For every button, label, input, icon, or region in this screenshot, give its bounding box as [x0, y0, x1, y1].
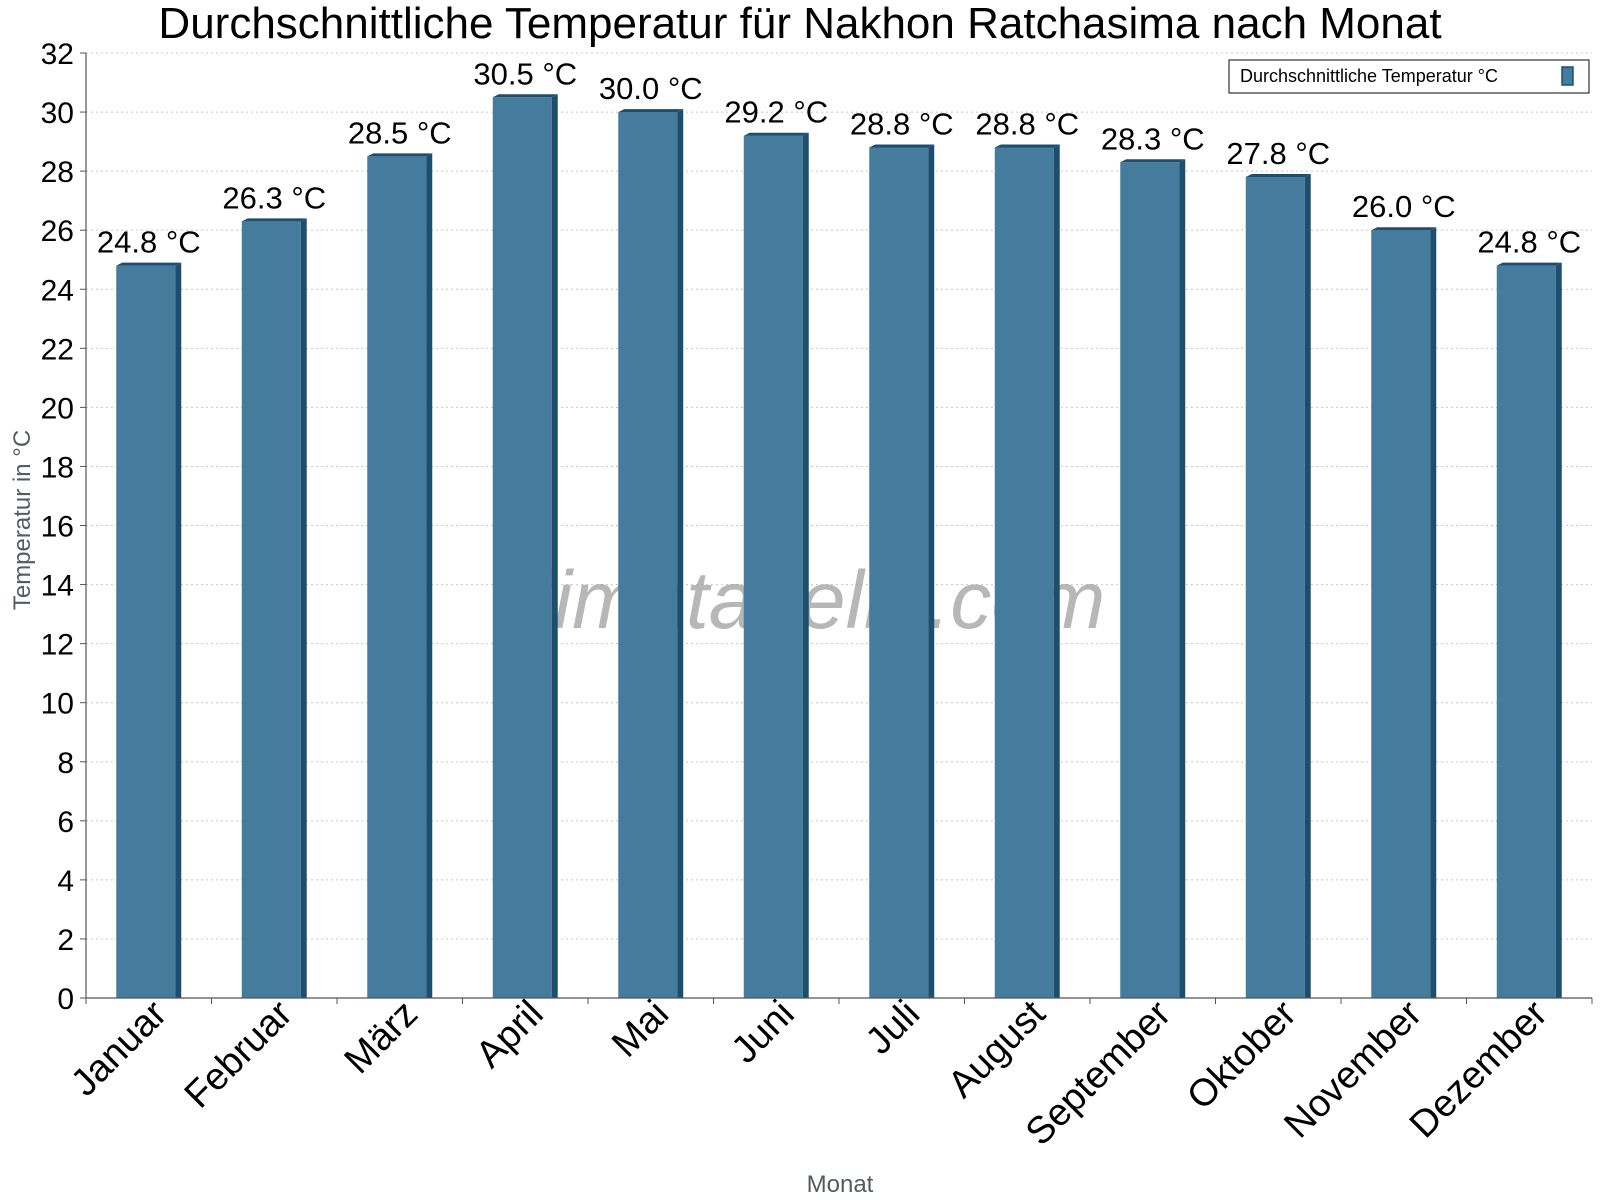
data-labels: 24.8 °C 26.3 °C 28.5 °C 30.5 °C 30.0 °C 29.2 … [97, 56, 1581, 259]
y-tick-label: 4 [57, 865, 74, 898]
y-axis-label: Temperatur in °C [9, 430, 36, 610]
bar [241, 218, 307, 998]
bar-face [367, 156, 427, 998]
bar-top [367, 153, 433, 157]
bar-face [1371, 230, 1431, 998]
y-tick-label: 0 [57, 983, 74, 1016]
legend: Durchschnittliche Temperatur °C [1228, 59, 1590, 94]
bar-face [1120, 162, 1180, 998]
y-tick-label: 16 [41, 511, 74, 544]
data-label: 30.5 °C [473, 56, 577, 91]
bar [743, 132, 809, 998]
y-tick-label: 32 [41, 38, 74, 71]
y-tick-label: 10 [41, 688, 74, 721]
y-tick-label: 14 [41, 570, 74, 603]
bar-top [1120, 159, 1186, 163]
bar [492, 94, 558, 998]
bar-side [928, 144, 935, 998]
bar [1120, 159, 1186, 998]
chart-title: Durchschnittliche Temperatur für Nakhon … [158, 0, 1441, 48]
bar-top [618, 109, 684, 113]
bar [1371, 227, 1437, 998]
bar-face [743, 135, 803, 998]
bar-face [869, 147, 929, 998]
y-tick-label: 28 [41, 156, 74, 189]
bar-side [300, 218, 307, 998]
data-label: 29.2 °C [724, 95, 828, 130]
bar [367, 153, 433, 998]
bar-top [1496, 262, 1562, 266]
bar-face [1496, 265, 1556, 998]
bar [1496, 262, 1562, 998]
data-label: 30.0 °C [599, 71, 703, 106]
bar-top [116, 262, 182, 266]
x-axis-label: Monat [807, 1171, 874, 1198]
bar-side [426, 153, 433, 998]
data-label: 27.8 °C [1226, 136, 1330, 171]
bar-side [1304, 174, 1311, 998]
y-tick-label: 8 [57, 747, 74, 780]
bar-face [618, 112, 678, 998]
bar [116, 262, 182, 998]
legend-box [1228, 59, 1590, 94]
legend-swatch [1561, 66, 1574, 86]
bar-top [869, 144, 935, 148]
bar-side [1053, 144, 1060, 998]
bar-top [1245, 174, 1311, 178]
bar-side [175, 262, 182, 998]
bar-face [492, 97, 552, 998]
data-label: 28.8 °C [975, 107, 1079, 142]
bar-face [994, 147, 1054, 998]
data-label: 28.3 °C [1101, 121, 1205, 156]
bar-side [1555, 262, 1562, 998]
bar [869, 144, 935, 998]
data-label: 26.0 °C [1352, 189, 1456, 224]
bar [1245, 174, 1311, 998]
bar [618, 109, 684, 998]
bar-top [492, 94, 558, 98]
data-label: 28.8 °C [850, 107, 954, 142]
data-label: 24.8 °C [1477, 225, 1581, 260]
data-label: 26.3 °C [222, 180, 326, 215]
bar-face [1245, 177, 1305, 998]
y-tick-label: 6 [57, 806, 74, 839]
bar-side [677, 109, 684, 998]
y-tick-label: 24 [41, 274, 74, 307]
bar-face [241, 221, 301, 998]
gridlines [86, 52, 1592, 940]
bars [116, 94, 1562, 998]
bar-side [802, 132, 809, 998]
bar-side [1430, 227, 1437, 998]
y-tick-label: 18 [41, 451, 74, 484]
bar-side [551, 94, 558, 998]
bar-side [1179, 159, 1186, 998]
y-tick-label: 30 [41, 97, 74, 130]
y-tick-label: 26 [41, 215, 74, 248]
bar-top [1371, 227, 1437, 231]
y-tick-label: 2 [57, 924, 74, 957]
data-label: 28.5 °C [348, 115, 452, 150]
legend-label: Durchschnittliche Temperatur °C [1240, 66, 1498, 86]
bar [994, 144, 1060, 998]
y-tick-label: 12 [41, 629, 74, 662]
bar-top [241, 218, 307, 222]
y-tick-label: 20 [41, 392, 74, 425]
bar-face [116, 265, 176, 998]
data-label: 24.8 °C [97, 225, 201, 260]
bar-top [994, 144, 1060, 148]
bar-top [743, 132, 809, 136]
y-tick-label: 22 [41, 333, 74, 366]
